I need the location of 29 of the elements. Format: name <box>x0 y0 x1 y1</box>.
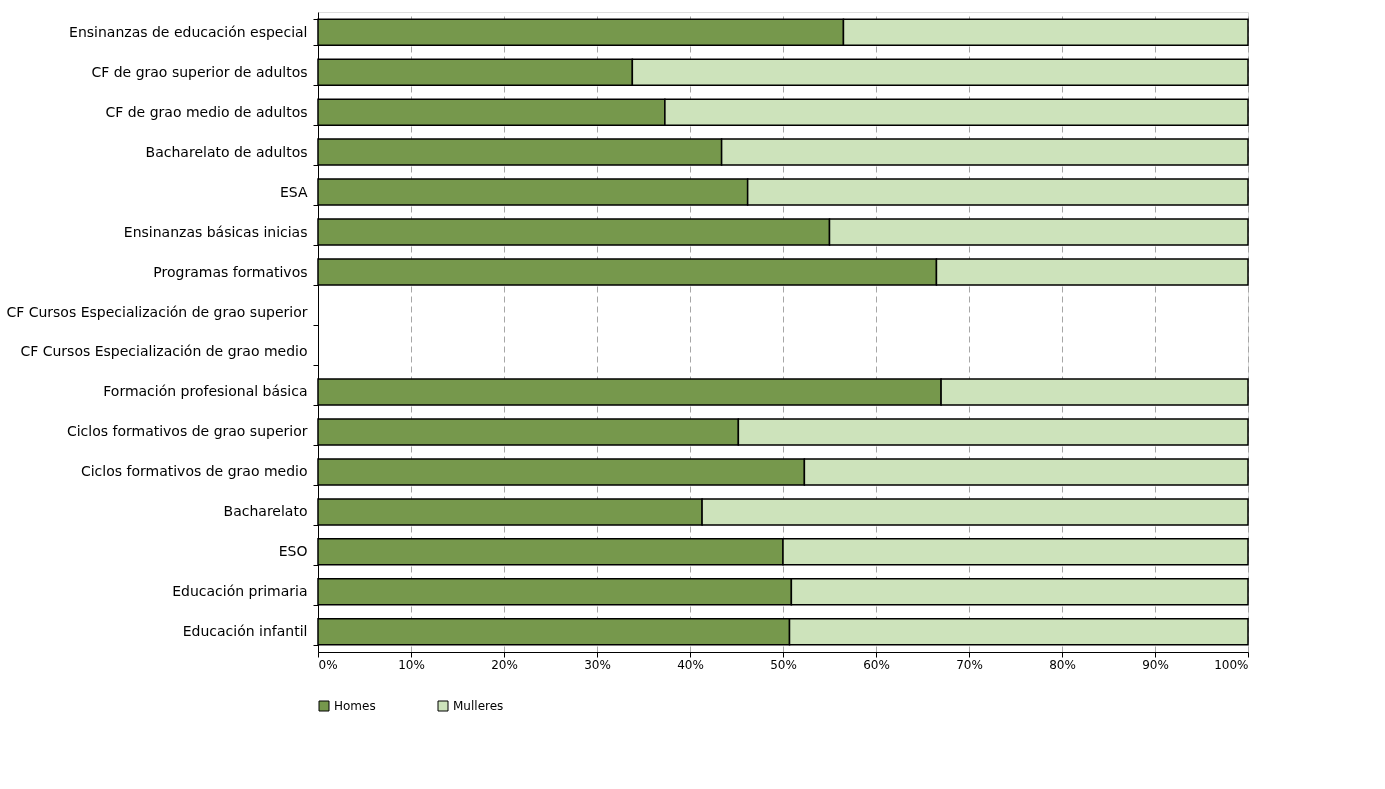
x-tick-label: 80% <box>1049 657 1076 672</box>
legend-label: Homes <box>334 699 376 713</box>
x-tick-label: 30% <box>584 657 611 672</box>
y-tick-label: Formación profesional básica <box>103 383 308 400</box>
y-tick-label: CF Cursos Especialización de grao superior <box>6 303 308 320</box>
y-tick-label: Educación primaria <box>172 583 308 600</box>
x-tick-label: 90% <box>1142 657 1169 672</box>
y-tick-label: Bacharelato de adultos <box>145 143 308 160</box>
y-tick-label: Educación infantil <box>182 623 308 640</box>
y-tick-label: Ciclos formativos de grao superior <box>66 423 308 440</box>
x-tick-label: 60% <box>863 657 890 672</box>
y-tick-label: Ciclos formativos de grao medio <box>80 463 308 480</box>
y-tick-label: Ensinanzas básicas inicias <box>123 223 308 240</box>
x-tick-label: 50% <box>770 657 797 672</box>
x-tick-label: 0% <box>318 657 338 672</box>
y-tick-label: Bacharelato <box>223 503 308 520</box>
x-tick-label: 40% <box>677 657 704 672</box>
y-tick-label: CF de grao medio de adultos <box>105 103 308 120</box>
y-tick-label: CF Cursos Especialización de grao medio <box>20 343 308 360</box>
y-tick-label: CF de grao superior de adultos <box>91 63 308 80</box>
y-tick-label: ESO <box>278 543 308 560</box>
y-tick-label: Programas formativos <box>153 263 308 280</box>
y-tick-label: Ensinanzas de educación especial <box>69 23 308 40</box>
x-tick-label: 20% <box>491 657 518 672</box>
y-tick-label: ESA <box>279 183 308 200</box>
x-tick-label: 100% <box>1214 657 1249 672</box>
x-tick-label: 70% <box>956 657 983 672</box>
x-tick-label: 10% <box>398 657 425 672</box>
legend-label: Mulleres <box>453 699 504 713</box>
